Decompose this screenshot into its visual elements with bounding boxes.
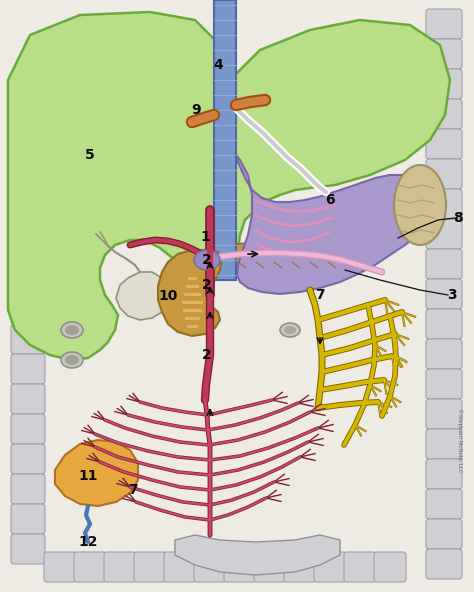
FancyBboxPatch shape (426, 339, 462, 369)
FancyBboxPatch shape (426, 39, 462, 69)
FancyBboxPatch shape (11, 504, 45, 534)
FancyBboxPatch shape (11, 294, 45, 324)
FancyBboxPatch shape (284, 552, 316, 582)
FancyBboxPatch shape (426, 369, 462, 399)
Ellipse shape (394, 165, 446, 245)
FancyBboxPatch shape (374, 552, 406, 582)
FancyBboxPatch shape (426, 9, 462, 39)
FancyBboxPatch shape (11, 324, 45, 354)
FancyBboxPatch shape (11, 474, 45, 504)
Text: 9: 9 (191, 103, 201, 117)
Ellipse shape (61, 322, 83, 338)
Text: 1: 1 (200, 230, 210, 244)
FancyBboxPatch shape (74, 552, 106, 582)
Ellipse shape (61, 352, 83, 368)
FancyBboxPatch shape (426, 99, 462, 129)
Text: 3: 3 (447, 288, 457, 302)
Text: 10: 10 (158, 289, 178, 303)
Text: 5: 5 (85, 148, 95, 162)
Polygon shape (55, 440, 138, 506)
FancyBboxPatch shape (11, 444, 45, 474)
FancyBboxPatch shape (426, 399, 462, 429)
FancyBboxPatch shape (44, 552, 76, 582)
Bar (214, 0, 236, 280)
FancyBboxPatch shape (426, 519, 462, 549)
FancyBboxPatch shape (254, 552, 286, 582)
Text: 6: 6 (325, 193, 335, 207)
Ellipse shape (284, 326, 296, 334)
FancyBboxPatch shape (426, 549, 462, 579)
Polygon shape (8, 12, 450, 360)
Text: 8: 8 (453, 211, 463, 225)
Polygon shape (175, 535, 340, 575)
FancyBboxPatch shape (11, 534, 45, 564)
FancyBboxPatch shape (426, 309, 462, 339)
Text: 4: 4 (213, 58, 223, 72)
FancyBboxPatch shape (426, 459, 462, 489)
FancyBboxPatch shape (426, 129, 462, 159)
FancyBboxPatch shape (164, 552, 196, 582)
FancyBboxPatch shape (134, 552, 166, 582)
FancyBboxPatch shape (104, 552, 136, 582)
Text: 12: 12 (78, 535, 98, 549)
Text: 2: 2 (202, 348, 212, 362)
FancyBboxPatch shape (426, 249, 462, 279)
Ellipse shape (194, 250, 220, 270)
FancyBboxPatch shape (224, 552, 256, 582)
FancyBboxPatch shape (426, 489, 462, 519)
Text: 11: 11 (78, 469, 98, 483)
Ellipse shape (280, 323, 300, 337)
Text: 7: 7 (315, 288, 325, 302)
Polygon shape (232, 150, 436, 294)
FancyBboxPatch shape (11, 414, 45, 444)
FancyBboxPatch shape (11, 354, 45, 384)
FancyBboxPatch shape (426, 69, 462, 99)
FancyBboxPatch shape (426, 279, 462, 309)
FancyBboxPatch shape (426, 429, 462, 459)
Polygon shape (116, 272, 168, 320)
Ellipse shape (65, 325, 79, 335)
Ellipse shape (65, 355, 79, 365)
FancyBboxPatch shape (426, 219, 462, 249)
FancyBboxPatch shape (426, 159, 462, 189)
Text: 7: 7 (128, 483, 138, 497)
FancyBboxPatch shape (344, 552, 376, 582)
FancyBboxPatch shape (426, 189, 462, 219)
FancyBboxPatch shape (194, 552, 226, 582)
FancyBboxPatch shape (314, 552, 346, 582)
Text: 2: 2 (202, 253, 212, 267)
Text: 2: 2 (202, 278, 212, 292)
FancyBboxPatch shape (11, 384, 45, 414)
Polygon shape (205, 242, 340, 280)
Text: ©Stephani McNeill, LLC: ©Stephani McNeill, LLC (457, 408, 463, 472)
Polygon shape (158, 250, 222, 336)
